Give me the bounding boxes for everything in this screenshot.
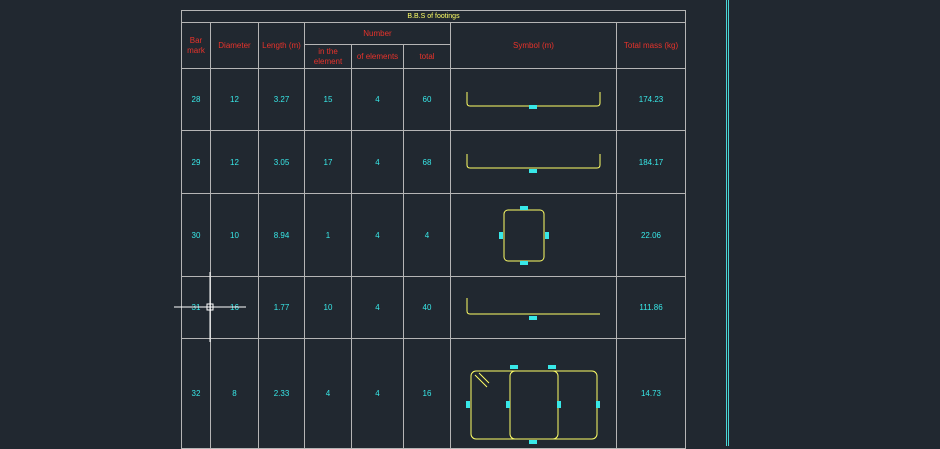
- in-element-cell: 1: [304, 193, 352, 277]
- total-mass-cell: 111.86: [616, 276, 686, 339]
- bar-mark-cell: 28: [181, 68, 211, 131]
- in-element-cell: 17: [304, 130, 352, 194]
- bar-mark-cell: 29: [181, 130, 211, 194]
- header-total: total: [403, 44, 451, 69]
- of-elements-cell: 4: [351, 193, 404, 277]
- length-cell: 3.27: [258, 68, 305, 131]
- of-elements-cell: 4: [351, 68, 404, 131]
- square-stirrup-icon: [499, 206, 549, 265]
- header-symbol: Symbol (m): [450, 22, 617, 69]
- of-elements-cell: 4: [351, 276, 404, 339]
- u-bar-icon: [466, 154, 601, 173]
- total-cell: 68: [403, 130, 451, 194]
- length-cell: 1.77: [258, 276, 305, 339]
- l-bar-icon: [466, 297, 600, 320]
- in-element-cell: 15: [304, 68, 352, 131]
- table-row: 28 12 3.27 15 4 60 174.23: [181, 68, 686, 131]
- double-stirrup-icon: [466, 364, 600, 444]
- table-row: 31 16 1.77 10 4 40 111.86: [181, 276, 686, 339]
- header-of-elements: of elements: [351, 44, 404, 69]
- bar-mark-cell: 30: [181, 193, 211, 277]
- total-mass-cell: 174.23: [616, 68, 686, 131]
- header-number: Number: [304, 22, 451, 45]
- header-length: Length (m): [258, 22, 305, 69]
- total-cell: 40: [403, 276, 451, 339]
- table-row: 32 8 2.33 4 4 16 14.73: [181, 338, 686, 449]
- of-elements-cell: 4: [351, 130, 404, 194]
- symbol-cell: [450, 68, 617, 131]
- diameter-cell: 12: [210, 130, 259, 194]
- total-mass-cell: 184.17: [616, 130, 686, 194]
- bar-bending-schedule-table: B.B.S of footings Bar mark Diameter Leng…: [181, 10, 686, 449]
- total-cell: 4: [403, 193, 451, 277]
- in-element-cell: 4: [304, 338, 352, 449]
- diameter-cell: 10: [210, 193, 259, 277]
- total-mass-cell: 14.73: [616, 338, 686, 449]
- bar-mark-cell: 32: [181, 338, 211, 449]
- length-cell: 8.94: [258, 193, 305, 277]
- diameter-cell: 12: [210, 68, 259, 131]
- of-elements-cell: 4: [351, 338, 404, 449]
- header-total-mass: Total mass (kg): [616, 22, 686, 69]
- diameter-cell: 8: [210, 338, 259, 449]
- table-title: B.B.S of footings: [181, 10, 686, 23]
- header-bar-mark: Bar mark: [181, 22, 211, 69]
- crosshair-cursor-icon: [174, 272, 246, 342]
- symbol-cell: [450, 338, 617, 449]
- length-cell: 3.05: [258, 130, 305, 194]
- symbol-cell: [450, 130, 617, 194]
- left-border-line: [726, 0, 727, 446]
- table-row: 29 12 3.05 17 4 68 184.17: [181, 130, 686, 194]
- total-cell: 60: [403, 68, 451, 131]
- u-bar-icon: [466, 91, 601, 109]
- right-border-line: [728, 0, 729, 446]
- table-row: 30 10 8.94 1 4 4 22.06: [181, 193, 686, 277]
- in-element-cell: 10: [304, 276, 352, 339]
- length-cell: 2.33: [258, 338, 305, 449]
- total-mass-cell: 22.06: [616, 193, 686, 277]
- total-cell: 16: [403, 338, 451, 449]
- symbol-cell: [450, 276, 617, 339]
- symbol-cell: [450, 193, 617, 277]
- header-in-element: in the element: [304, 44, 352, 69]
- header-diameter: Diameter: [210, 22, 259, 69]
